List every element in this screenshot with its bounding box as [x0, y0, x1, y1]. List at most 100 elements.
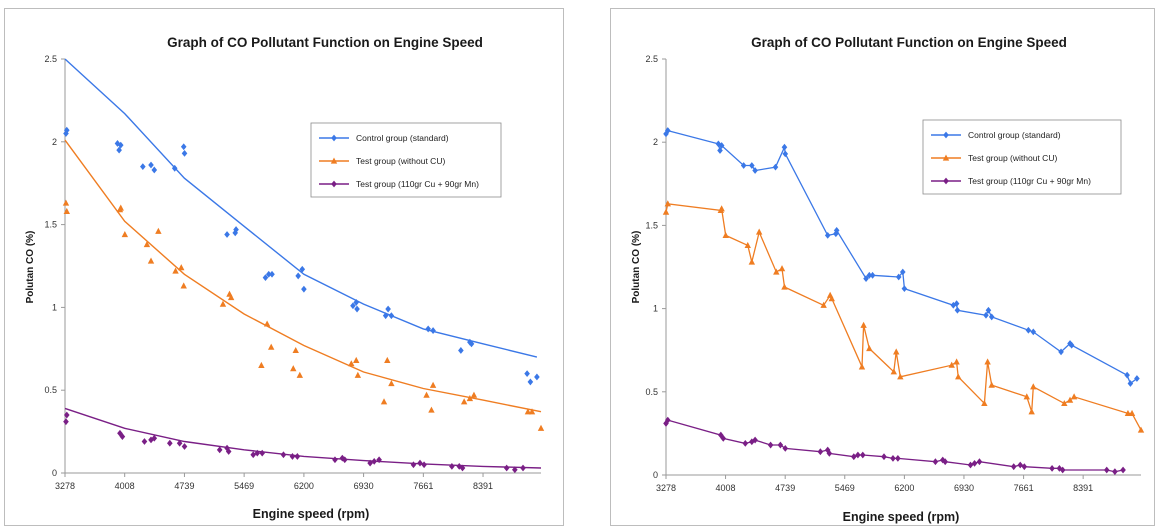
data-point — [63, 411, 70, 419]
data-point — [382, 312, 389, 320]
data-point — [820, 301, 827, 308]
x-axis-label: Engine speed (rpm) — [253, 507, 370, 521]
data-point — [155, 227, 162, 234]
data-point — [167, 439, 173, 447]
data-point — [971, 459, 978, 467]
data-point — [114, 140, 121, 147]
legend-swatch-marker — [331, 134, 337, 142]
data-point — [350, 302, 356, 310]
data-point — [121, 231, 129, 238]
data-point — [752, 436, 758, 444]
legend-entry: Test group (without CU) — [356, 156, 445, 166]
data-point — [470, 391, 478, 398]
x-tick-label: 7661 — [413, 481, 433, 491]
data-point — [63, 207, 70, 214]
data-point — [458, 347, 464, 354]
data-point — [299, 265, 306, 273]
data-point — [720, 434, 727, 442]
data-point — [749, 438, 755, 446]
data-point — [119, 433, 126, 440]
data-point — [354, 371, 362, 378]
x-tick-label: 8391 — [473, 481, 493, 491]
data-point — [410, 461, 417, 469]
y-axis-label: Polutan CO (%) — [25, 231, 36, 304]
legend-swatch-marker — [330, 157, 338, 164]
data-point — [423, 391, 430, 398]
legend-entry: Test group (110gr Cu + 90gr Mn) — [356, 179, 479, 189]
data-point — [151, 166, 158, 174]
data-point — [148, 161, 154, 169]
data-point — [267, 343, 275, 350]
data-point — [181, 443, 188, 450]
x-tick-label: 7661 — [1014, 483, 1034, 493]
trendline — [64, 407, 542, 469]
data-point — [151, 434, 158, 442]
y-tick-label: 1 — [653, 304, 658, 314]
data-point — [141, 438, 148, 445]
series-2 — [63, 407, 542, 474]
data-point — [859, 451, 866, 459]
data-point — [1049, 464, 1055, 472]
data-point — [755, 228, 763, 235]
data-point — [143, 240, 151, 248]
series-0 — [63, 58, 540, 386]
data-point — [348, 360, 355, 367]
legend-entry: Control group (standard) — [356, 133, 449, 143]
data-point — [1061, 399, 1068, 407]
data-point — [254, 449, 261, 457]
data-point — [664, 200, 671, 207]
data-point — [232, 229, 239, 237]
y-tick-label: 2.5 — [645, 54, 658, 64]
data-point — [428, 406, 435, 413]
data-point — [866, 345, 873, 352]
data-point — [895, 454, 901, 462]
x-axis-label: Engine speed (rpm) — [843, 510, 960, 524]
data-point — [722, 231, 729, 238]
y-tick-label: 0 — [52, 468, 57, 478]
data-point — [429, 381, 437, 388]
data-point — [178, 264, 185, 271]
data-point — [1010, 463, 1017, 471]
data-point — [1025, 326, 1032, 334]
x-tick-label: 8391 — [1073, 483, 1093, 493]
data-point — [828, 295, 835, 302]
data-point — [258, 361, 265, 368]
data-point — [955, 373, 962, 380]
data-point — [869, 271, 876, 279]
data-point — [890, 454, 896, 462]
data-point — [524, 408, 532, 415]
data-point — [117, 204, 124, 211]
data-point — [985, 306, 992, 314]
legend-swatch-marker — [331, 180, 337, 188]
data-point — [421, 461, 427, 469]
data-point — [976, 458, 983, 466]
data-point — [988, 313, 995, 321]
data-point — [932, 458, 939, 466]
data-point — [117, 141, 124, 149]
data-point — [376, 456, 382, 464]
data-point — [983, 311, 989, 319]
data-point — [1112, 468, 1118, 476]
data-point — [1124, 371, 1130, 379]
data-point — [295, 272, 301, 280]
data-point — [1103, 466, 1110, 474]
data-point — [388, 312, 395, 320]
data-point — [893, 348, 900, 355]
data-point — [332, 456, 338, 464]
data-point — [817, 448, 824, 456]
data-point — [777, 441, 784, 449]
data-point — [171, 164, 178, 172]
legend-entry: Control group (standard) — [968, 130, 1061, 140]
y-tick-label: 2.5 — [44, 54, 57, 64]
data-point — [1030, 328, 1037, 336]
legend-entry: Test group (110gr Cu + 90gr Mn) — [968, 176, 1091, 186]
data-point — [1068, 341, 1075, 349]
data-point — [528, 408, 536, 415]
data-point — [353, 356, 360, 363]
data-point — [773, 268, 780, 275]
data-point — [742, 439, 749, 447]
data-point — [1023, 393, 1030, 400]
data-point — [1028, 408, 1035, 415]
series-line — [665, 419, 1124, 473]
data-point — [953, 300, 960, 308]
